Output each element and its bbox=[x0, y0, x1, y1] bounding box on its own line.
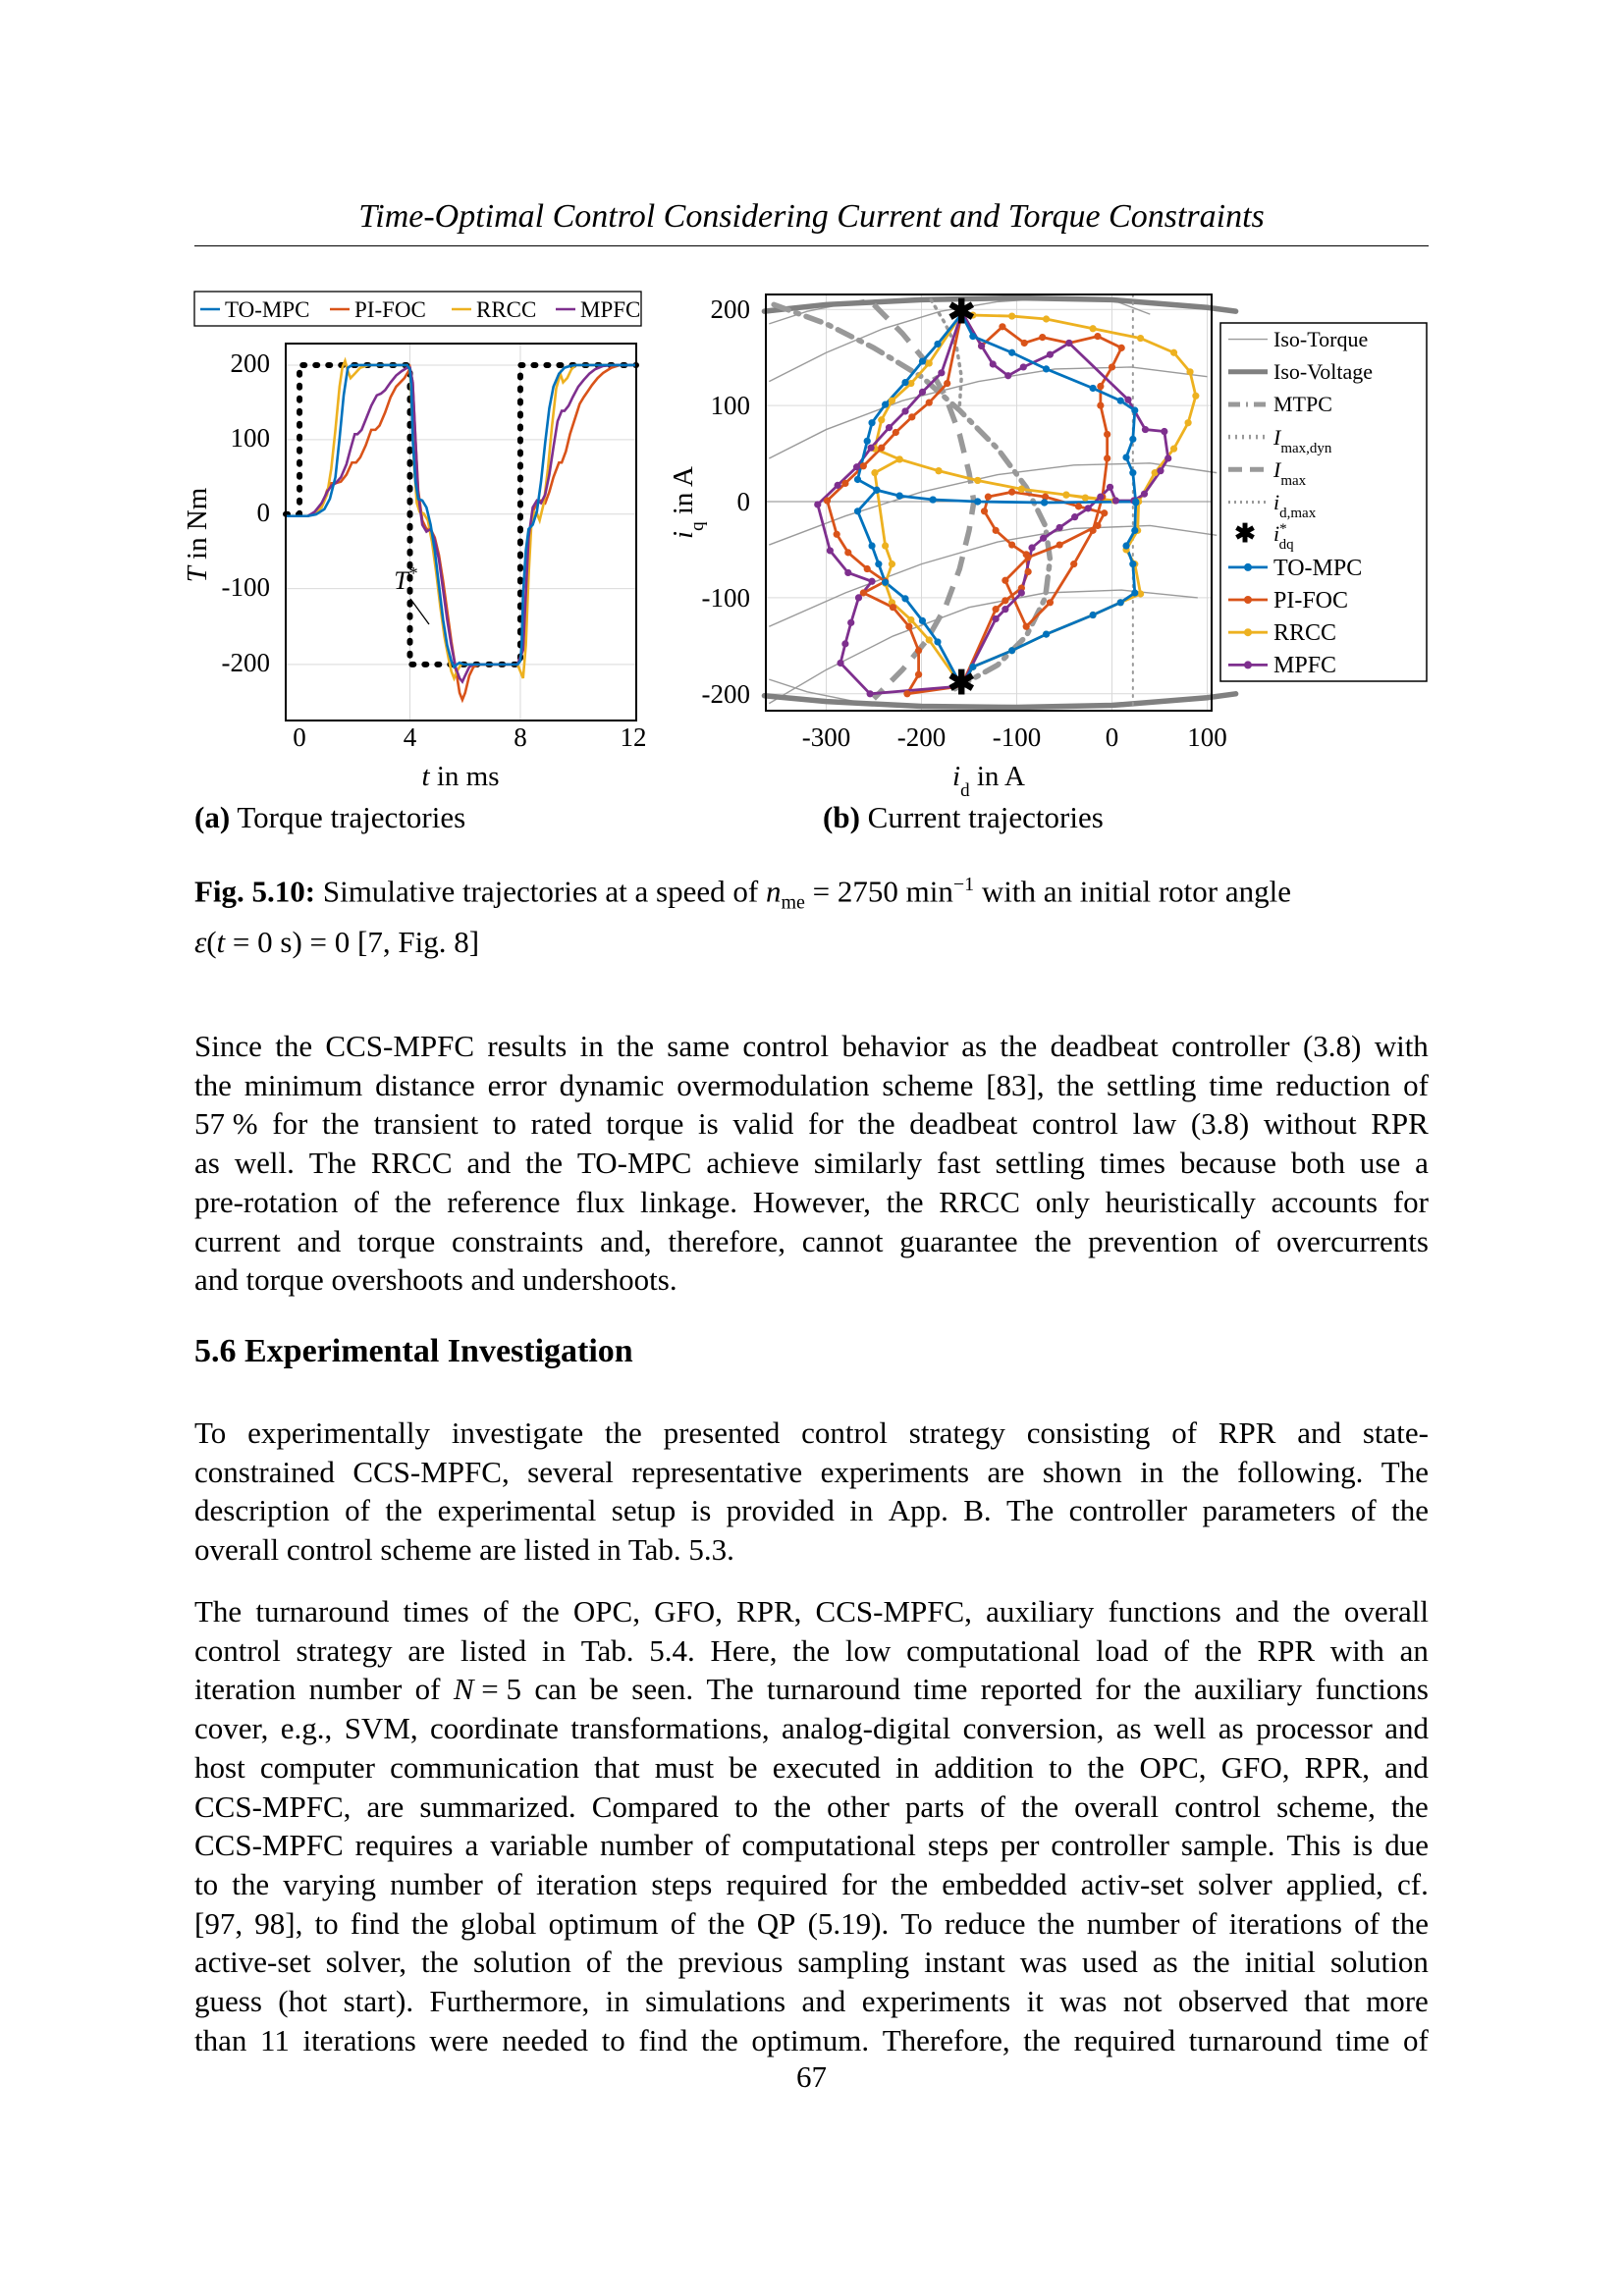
svg-text:t in ms: t in ms bbox=[422, 761, 500, 792]
svg-text:Iso-Voltage: Iso-Voltage bbox=[1273, 359, 1373, 384]
svg-text:-200: -200 bbox=[897, 722, 947, 752]
svg-text:200: 200 bbox=[231, 348, 271, 378]
svg-text:✱: ✱ bbox=[1234, 519, 1256, 548]
svg-text:TO-MPC: TO-MPC bbox=[225, 297, 310, 322]
svg-text:MTPC: MTPC bbox=[1273, 392, 1332, 416]
svg-text:8: 8 bbox=[514, 722, 527, 752]
svg-text:-100: -100 bbox=[222, 572, 271, 602]
svg-text:Iso-Torque: Iso-Torque bbox=[1273, 327, 1368, 351]
svg-text:0: 0 bbox=[737, 487, 751, 516]
svg-text:PI-FOC: PI-FOC bbox=[1273, 588, 1348, 614]
svg-text:RRCC: RRCC bbox=[1273, 620, 1336, 646]
svg-text:PI-FOC: PI-FOC bbox=[354, 297, 426, 322]
svg-text:0: 0 bbox=[293, 722, 306, 752]
svg-text:T*: T* bbox=[394, 563, 416, 595]
svg-text:12: 12 bbox=[621, 722, 647, 752]
svg-text:100: 100 bbox=[711, 391, 751, 420]
svg-text:T in Nm: T in Nm bbox=[182, 487, 213, 582]
svg-text:-100: -100 bbox=[702, 583, 751, 613]
svg-text:4: 4 bbox=[404, 722, 417, 752]
svg-text:RRCC: RRCC bbox=[476, 297, 536, 322]
svg-text:-200: -200 bbox=[702, 679, 751, 709]
svg-text:TO-MPC: TO-MPC bbox=[1273, 556, 1362, 581]
svg-text:-200: -200 bbox=[222, 648, 271, 677]
svg-text:MPFC: MPFC bbox=[580, 297, 640, 322]
svg-text:0: 0 bbox=[257, 498, 271, 527]
svg-text:200: 200 bbox=[711, 294, 751, 324]
svg-text:100: 100 bbox=[231, 423, 271, 453]
svg-text:✱: ✱ bbox=[947, 666, 976, 702]
svg-text:100: 100 bbox=[1187, 722, 1227, 752]
svg-text:iq in A: iq in A bbox=[668, 466, 708, 539]
svg-text:0: 0 bbox=[1106, 722, 1119, 752]
svg-text:-300: -300 bbox=[802, 722, 851, 752]
svg-text:-100: -100 bbox=[993, 722, 1042, 752]
svg-text:id in A: id in A bbox=[952, 761, 1025, 801]
svg-text:✱: ✱ bbox=[947, 294, 976, 331]
svg-text:MPFC: MPFC bbox=[1273, 653, 1336, 678]
